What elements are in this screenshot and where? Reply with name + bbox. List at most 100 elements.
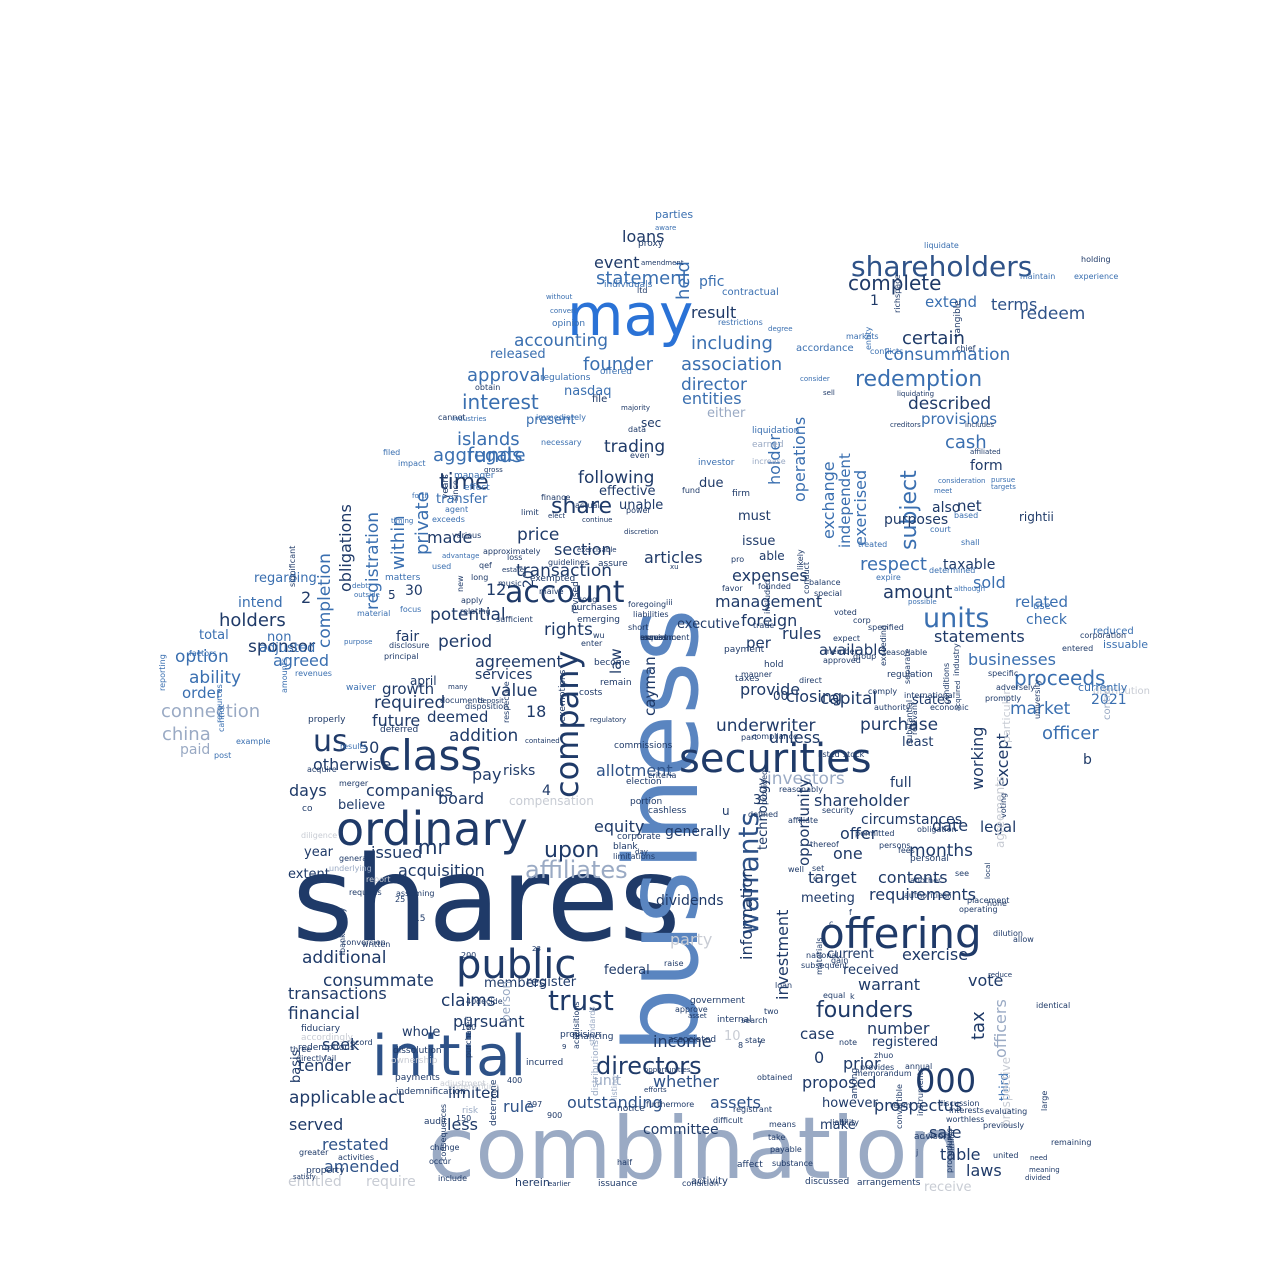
word-379: foregoing [628,600,666,609]
word-114: less [447,1115,478,1134]
word-556: purchased [464,1016,473,1058]
word-443: affect [737,1160,763,1170]
word-214: received [843,963,899,978]
word-518: adversely [996,683,1035,692]
word-393: guidelines [548,558,589,567]
word-126: information [737,868,756,960]
word-243: third [997,1073,1011,1101]
word-211: circumstances [861,812,962,828]
word-519: promptly [985,694,1021,703]
word-293: fund [682,486,700,495]
word-56: intend [238,595,283,611]
word-238: 10 [724,1029,741,1044]
word-311: agent [445,505,468,514]
word-201: deemed [427,708,488,726]
word-196: adjusted [259,641,315,656]
word-287: possible [908,598,937,606]
word-237: 3 [753,793,761,808]
word-329: example [236,737,271,746]
word-160: foreign [741,611,797,630]
word-142: proposed [802,1073,876,1092]
word-339: disclosure [389,641,429,650]
word-79: following [578,468,654,488]
word-296: data [628,425,646,434]
word-569: 8 [738,1041,743,1050]
word-280: meet [934,487,952,495]
word-288: although [954,585,985,593]
word-541: ltd [637,286,647,295]
word-437: notice [617,1104,645,1114]
word-351: cashless [648,806,687,816]
word-158: rules [782,624,821,643]
word-453: condition [682,1179,719,1188]
word-580: allow [1013,935,1034,944]
word-14: units [923,603,989,634]
word-135: contents [878,868,948,887]
word-409: payments [395,1073,440,1083]
word-213: current [827,947,874,962]
word-585: identical [1036,1001,1070,1010]
word-19: directors [596,1052,702,1080]
word-127: investment [773,910,792,1000]
word-469: annual [905,1062,932,1071]
word-3: initial [372,1024,526,1089]
word-300: regulations [540,373,591,383]
word-446: take [768,1133,785,1142]
word-584: meaning [1029,1166,1060,1174]
word-115: rule [503,1097,534,1116]
word-438: include [438,1174,467,1183]
word-64: statements [934,627,1025,646]
word-39: association [681,354,782,375]
word-529: new [456,575,465,592]
word-162: unless [769,728,820,747]
word-310: effect [464,483,490,493]
word-182: able [759,549,785,563]
word-292: investor [698,458,735,468]
word-551: opportunities [644,1066,691,1074]
word-193: order [182,684,223,702]
word-352: corporate [617,832,661,842]
word-478: memorandum [855,1069,912,1078]
word-155: management [715,592,822,611]
word-100: transactions [288,984,387,1003]
word-404: assuming [396,889,434,898]
word-516: separate [903,649,912,684]
word-341: exempted [530,574,575,584]
word-41: entities [682,389,742,408]
word-570: 7 [757,1040,762,1049]
word-270: liquidate [924,241,959,250]
word-263: markets [846,332,879,341]
word-302: convert [550,307,577,315]
word-555: bankruptcy [338,907,347,953]
word-87: value [491,681,537,701]
word-40: director [681,375,747,395]
word-138: warrant [858,975,920,994]
word-71: exchange [819,461,838,539]
word-257: contractual [722,287,779,298]
word-120: unit [594,1073,622,1089]
word-491: personal [910,854,949,864]
word-235: 5 [388,588,396,602]
word-367: relevant [910,702,919,735]
word-517: economic [930,703,969,712]
word-342: purchases [571,603,617,613]
word-183: either [707,406,746,421]
word-476: instruments [916,1068,925,1116]
word-332: properly [308,715,346,725]
word-363: regulation [887,670,933,680]
word-174: working [968,727,987,790]
word-322: purpose [344,638,372,646]
word-25: share [551,494,612,519]
word-336: co [302,804,313,814]
word-264: entity [864,327,873,350]
word-233: 2 [301,588,311,607]
word-427: occur [429,1157,452,1166]
word-370: industry [952,643,961,676]
word-276: affiliated [970,448,1001,456]
word-587: local [984,863,992,879]
word-113: limited [448,1084,500,1102]
word-493: permitted [855,829,894,838]
word-441: herein [515,1176,550,1189]
word-151: full [890,775,912,791]
word-210: basis [289,1049,304,1083]
